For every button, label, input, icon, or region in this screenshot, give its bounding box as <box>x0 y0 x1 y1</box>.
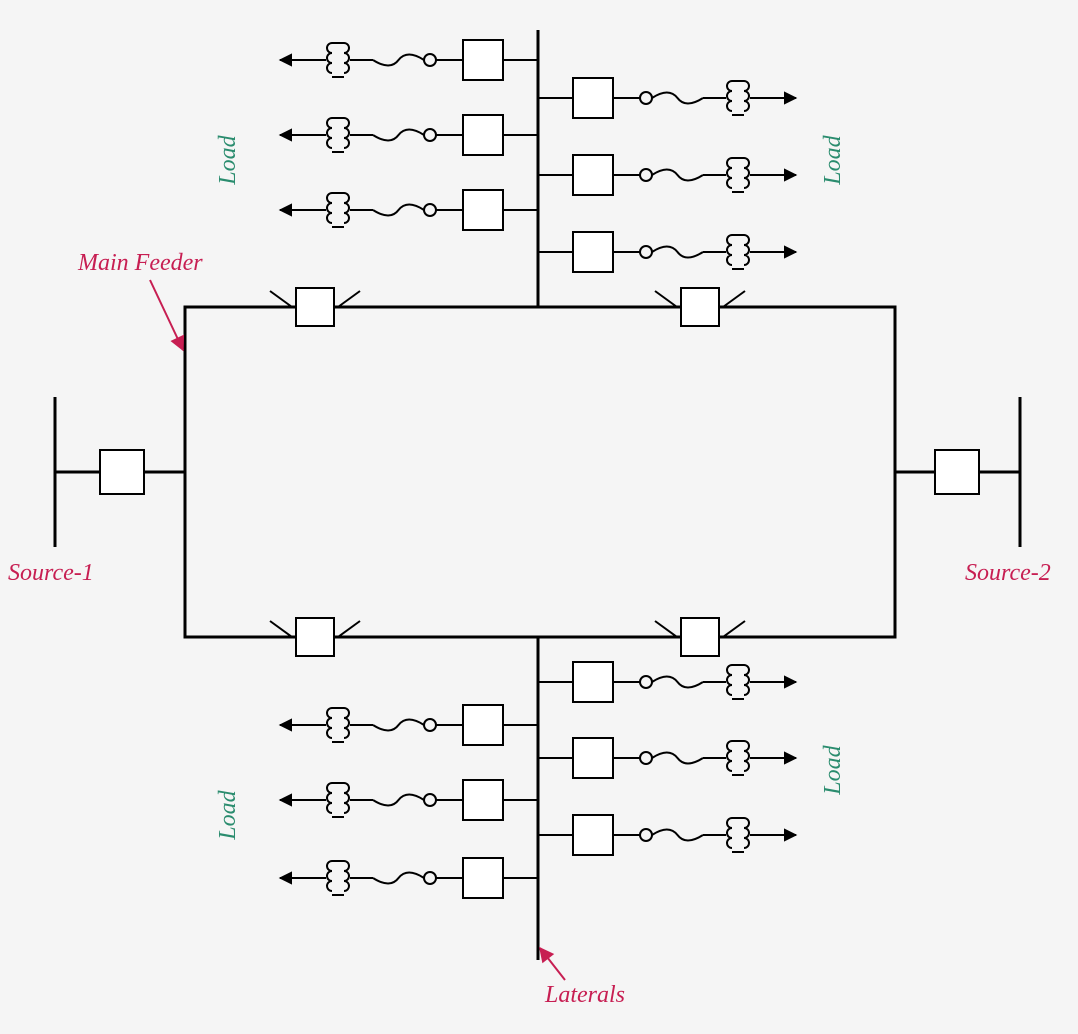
fuse-icon <box>424 129 436 141</box>
fuse-icon <box>424 54 436 66</box>
ring-breaker <box>681 288 719 326</box>
branch-breaker <box>463 190 503 230</box>
main-feeder-arrow <box>150 280 183 350</box>
branch-breaker <box>463 40 503 80</box>
load-label: Load <box>820 744 846 795</box>
laterals-arrow <box>540 948 565 980</box>
source-breaker-right <box>935 450 979 494</box>
source-1-label: Source-1 <box>8 560 94 586</box>
fuse-icon <box>640 246 652 258</box>
source-breaker-left <box>100 450 144 494</box>
branch-breaker <box>573 815 613 855</box>
branch-breaker <box>463 115 503 155</box>
branch-breaker <box>573 662 613 702</box>
branch-breaker <box>573 232 613 272</box>
fuse-icon <box>424 794 436 806</box>
fuse-icon <box>424 872 436 884</box>
load-label: Load <box>215 789 241 840</box>
laterals-label: Laterals <box>544 982 625 1008</box>
ring-breaker <box>296 288 334 326</box>
source-buses <box>55 397 1020 547</box>
main-feeder-ring <box>185 307 895 637</box>
branch-breaker <box>573 78 613 118</box>
branch-breaker <box>463 780 503 820</box>
load-label: Load <box>215 134 241 185</box>
fuse-icon <box>640 92 652 104</box>
ring-breaker <box>681 618 719 656</box>
load-label: Load <box>820 134 846 185</box>
ring-breaker <box>296 618 334 656</box>
fuse-icon <box>640 676 652 688</box>
branch-breaker <box>463 858 503 898</box>
fuse-icon <box>640 829 652 841</box>
fuse-icon <box>424 204 436 216</box>
fuse-icon <box>640 752 652 764</box>
branch-breaker <box>463 705 503 745</box>
branch-breaker <box>573 155 613 195</box>
fuse-icon <box>424 719 436 731</box>
ring-breakers <box>270 288 745 656</box>
fuse-icon <box>640 169 652 181</box>
main-feeder-label: Main Feeder <box>77 250 203 276</box>
source-2-label: Source-2 <box>965 560 1051 586</box>
branch-breaker <box>573 738 613 778</box>
ring-main-diagram: Main Feeder Laterals Source-1 Source-2 Load L… <box>0 0 1078 1034</box>
